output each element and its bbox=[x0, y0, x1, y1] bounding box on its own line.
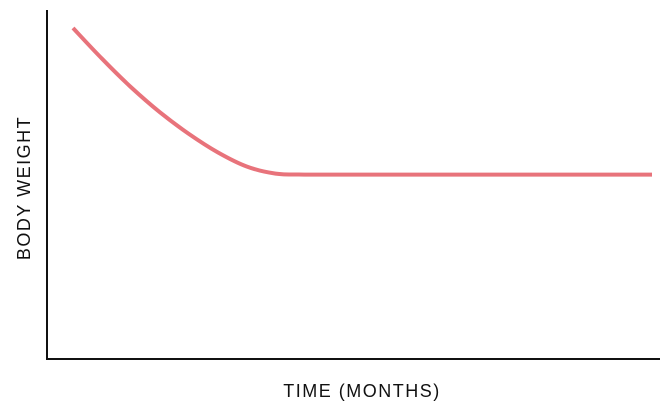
axes bbox=[46, 10, 660, 360]
y-axis-label: BODY WEIGHT bbox=[14, 116, 34, 260]
series-layer bbox=[71, 26, 652, 177]
series-line-0 bbox=[71, 26, 652, 177]
x-axis-label: TIME (MONTHS) bbox=[283, 381, 440, 401]
